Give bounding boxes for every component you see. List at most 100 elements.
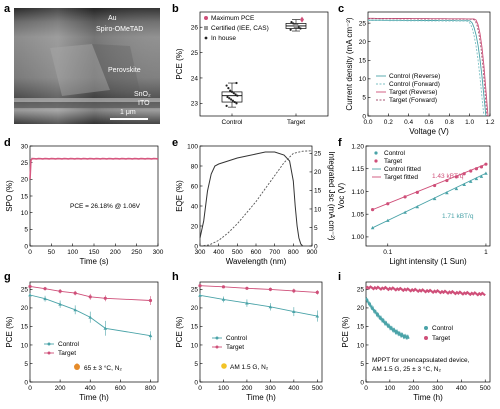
stability-point-0-2 xyxy=(58,302,62,306)
voc-point-1-7 xyxy=(462,172,466,176)
panel-i-ylabel: PCE (%) xyxy=(341,316,350,347)
panel-e-y2tick-2: 10 xyxy=(314,206,322,213)
scale-bar xyxy=(110,118,148,120)
panel-g-ytick-0: 0 xyxy=(24,379,28,386)
legend-b-certified-marker xyxy=(204,26,208,30)
panel-e-xtick-6: 900 xyxy=(307,249,318,256)
stability-point-0-3 xyxy=(268,305,273,309)
box-point-0-7 xyxy=(236,94,239,97)
voc-point-0-1 xyxy=(386,218,390,222)
panel-a-sem-image: Au Spiro-OMeTAD Perovskite SnO₂ ITO 1 μm xyxy=(14,8,160,124)
legend-f-marker-0 xyxy=(374,151,378,155)
legend-i-marker-0 xyxy=(424,326,428,330)
fit-line-1 xyxy=(372,163,487,211)
layer-label-perovskite: Perovskite xyxy=(108,67,141,74)
panel-e-xtick-2: 500 xyxy=(232,249,243,256)
panel-d-ylabel: SPO (%) xyxy=(5,180,14,212)
stability-point-0-0 xyxy=(198,293,202,297)
panel-f-xtick-1: 1 xyxy=(484,249,488,256)
panel-label-d: d xyxy=(4,137,11,149)
panel-g-frame xyxy=(29,281,159,383)
panel-h-ytick-0: 0 xyxy=(194,379,198,386)
legend-b-inhouse: In house xyxy=(211,35,236,42)
panel-b-ytick-0: 23 xyxy=(191,101,199,108)
legend-f-2: Control fitted xyxy=(384,166,421,173)
panel-e-chart: 300 400 500 600 700 800 900020406080100Wavelen… xyxy=(175,143,336,266)
legend-b-max-pce-marker xyxy=(204,16,208,20)
stability-line-1 xyxy=(199,285,318,293)
panel-c-xtick-3: 0.6 xyxy=(424,119,433,126)
box-point-0-10 xyxy=(230,90,234,94)
legend-g-0: Control xyxy=(58,341,80,348)
panel-label-c: c xyxy=(338,3,344,15)
panel-e-y2tick-0: 0 xyxy=(314,243,318,250)
panel-label-i: i xyxy=(338,271,341,283)
panel-label-h: h xyxy=(172,271,179,283)
box-point-0-5 xyxy=(228,97,231,100)
panel-g-xlabel: Time (h) xyxy=(79,393,109,402)
panel-h-xtick-2: 200 xyxy=(241,385,252,392)
panel-i-chart: 0 100 200 300 400 500 0 5 10 15 20 25 Time (h) PCE (%… xyxy=(341,281,491,402)
panel-i-xtick-2: 200 xyxy=(408,385,419,392)
panel-c-xtick-6: 1.2 xyxy=(485,119,494,126)
panel-h-ytick-2: 10 xyxy=(191,342,199,349)
panel-e-y2tick-5: 25 xyxy=(314,151,322,158)
panel-c-ylabel: Current density (mA cm⁻²) xyxy=(345,17,354,110)
voc-point-1-9 xyxy=(474,167,479,171)
box-point-0-9 xyxy=(232,92,235,95)
voc-point-1-4 xyxy=(433,183,437,188)
voc-point-1-10 xyxy=(479,165,484,169)
panel-h-xtick-4: 400 xyxy=(288,385,299,392)
panel-d-ytick-3: 15 xyxy=(21,193,29,200)
panel-i-xtick-4: 400 xyxy=(456,385,467,392)
annotation-i-1: MPPT for unencapsulated device, xyxy=(372,357,470,364)
legend-h-marker-1 xyxy=(215,345,219,349)
panel-c-xtick-1: 0.2 xyxy=(384,119,393,126)
panel-f-ytick-3: 1.15 xyxy=(351,166,364,173)
stability-point-0-4 xyxy=(292,309,296,313)
box-point-0-12 xyxy=(227,86,230,90)
panel-h-ytick-1: 5 xyxy=(194,361,198,368)
voc-point-1-8 xyxy=(469,169,473,173)
panel-e-ytick-0: 0 xyxy=(194,243,198,250)
panel-b-ytick-3: 26 xyxy=(191,25,199,32)
legend-i-1: Target xyxy=(432,335,450,342)
panel-c-xlabel: Voltage (V) xyxy=(409,127,449,136)
panel-h-frame xyxy=(199,281,323,383)
panel-c-ytick-3: 15 xyxy=(359,58,367,65)
panel-f-xtick-0: 0.1 xyxy=(383,249,392,256)
panel-d-xtick-3: 150 xyxy=(89,249,100,256)
slope-annotation-control: 1.71 kBT/q xyxy=(442,213,474,220)
stability-point-1-5 xyxy=(315,290,319,294)
stability-point-1-2 xyxy=(58,289,62,293)
panel-b-xtick-1: Target xyxy=(287,119,305,126)
panel-e-xtick-3: 600 xyxy=(251,249,262,256)
jv-curve-1 xyxy=(367,20,485,117)
layer-label-au: Au xyxy=(108,15,117,22)
panel-h-ytick-4: 20 xyxy=(191,305,199,312)
panel-c-ytick-4: 20 xyxy=(359,39,367,46)
box-point-0-0 xyxy=(225,104,228,107)
legend-b-certified: Certified (IEE, CAS) xyxy=(211,25,269,32)
panel-f-ytick-0: 1.00 xyxy=(351,234,364,241)
panel-f-chart: 0.1 1 1.00 1.05 1.10 1.15 1.20 Light intensity … xyxy=(337,143,491,266)
legend-c-2: Target (Reverse) xyxy=(389,89,437,96)
legend-b-inhouse-marker xyxy=(204,36,208,40)
voc-point-0-7 xyxy=(462,182,466,186)
panel-i-ytick-5: 25 xyxy=(357,287,365,294)
panel-g-ytick-2: 10 xyxy=(21,342,29,349)
panel-g-xtick-4: 800 xyxy=(145,385,156,392)
stability-point-1-6 xyxy=(148,298,153,303)
stability-point-0-4 xyxy=(88,315,92,319)
panel-c-xtick-5: 1.0 xyxy=(465,119,474,126)
voc-point-0-9 xyxy=(474,176,479,181)
legend-f-0: Control xyxy=(384,150,406,157)
spo-annotation: PCE = 26.18% @ 1.06V xyxy=(70,203,141,210)
panel-b-ylabel: PCE (%) xyxy=(175,48,184,79)
box-point-0-3 xyxy=(231,99,234,102)
stability-point-1-3 xyxy=(73,291,77,295)
panel-i-ytick-3: 15 xyxy=(357,324,365,331)
panel-label-e: e xyxy=(172,137,178,149)
panel-d-xtick-0: 0 xyxy=(28,249,32,256)
panel-h-ylabel: PCE (%) xyxy=(175,316,184,347)
